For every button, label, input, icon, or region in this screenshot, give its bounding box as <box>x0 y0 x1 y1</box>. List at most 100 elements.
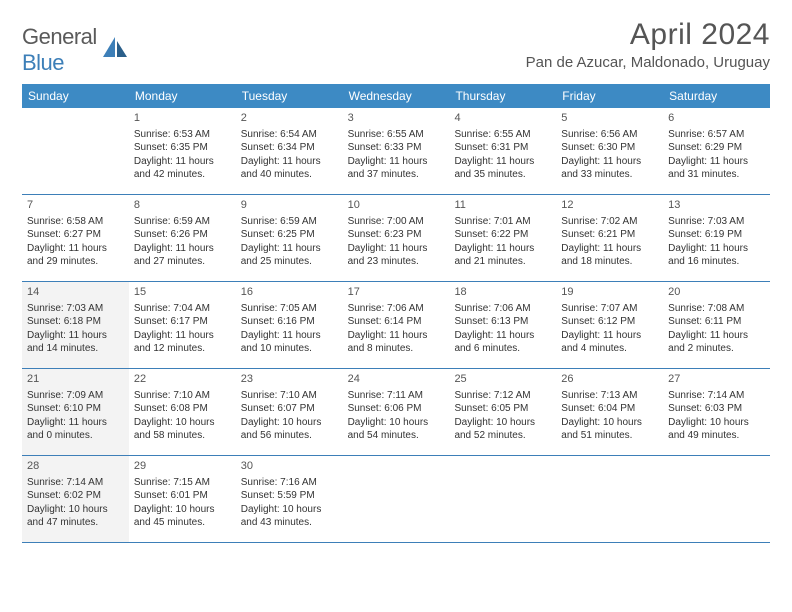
sunset-text: Sunset: 6:08 PM <box>134 402 231 416</box>
day-cell <box>556 456 663 542</box>
daylight-text: Daylight: 11 hours and 4 minutes. <box>561 329 658 356</box>
location-subtitle: Pan de Azucar, Maldonado, Uruguay <box>526 54 770 71</box>
sunset-text: Sunset: 6:31 PM <box>454 141 551 155</box>
daylight-text: Daylight: 11 hours and 42 minutes. <box>134 155 231 182</box>
daylight-text: Daylight: 11 hours and 29 minutes. <box>27 242 124 269</box>
sunrise-text: Sunrise: 7:07 AM <box>561 302 658 316</box>
day-cell: 25Sunrise: 7:12 AMSunset: 6:05 PMDayligh… <box>449 369 556 455</box>
weekday-mon: Monday <box>129 84 236 108</box>
sunset-text: Sunset: 6:29 PM <box>668 141 765 155</box>
day-cell: 12Sunrise: 7:02 AMSunset: 6:21 PMDayligh… <box>556 195 663 281</box>
day-number: 1 <box>134 111 231 126</box>
sunrise-text: Sunrise: 7:15 AM <box>134 476 231 490</box>
week-row: 28Sunrise: 7:14 AMSunset: 6:02 PMDayligh… <box>22 456 770 543</box>
sunset-text: Sunset: 6:27 PM <box>27 228 124 242</box>
day-cell: 28Sunrise: 7:14 AMSunset: 6:02 PMDayligh… <box>22 456 129 542</box>
sunrise-text: Sunrise: 7:11 AM <box>348 389 445 403</box>
day-cell: 17Sunrise: 7:06 AMSunset: 6:14 PMDayligh… <box>343 282 450 368</box>
sunset-text: Sunset: 6:03 PM <box>668 402 765 416</box>
day-number: 19 <box>561 285 658 300</box>
day-cell: 6 Sunrise: 6:57 AMSunset: 6:29 PMDaylight… <box>663 108 770 194</box>
day-cell: 8Sunrise: 6:59 AMSunset: 6:26 PMDaylight… <box>129 195 236 281</box>
daylight-text: Daylight: 11 hours and 14 minutes. <box>27 329 124 356</box>
sunrise-text: Sunrise: 7:03 AM <box>668 215 765 229</box>
daylight-text: Daylight: 10 hours and 52 minutes. <box>454 416 551 443</box>
day-number: 21 <box>27 372 124 387</box>
sunrise-text: Sunrise: 7:00 AM <box>348 215 445 229</box>
sunrise-text: Sunrise: 6:57 AM <box>668 128 765 142</box>
sunrise-text: Sunrise: 7:16 AM <box>241 476 338 490</box>
day-number: 4 <box>454 111 551 126</box>
daylight-text: Daylight: 11 hours and 31 minutes. <box>668 155 765 182</box>
day-cell: 27Sunrise: 7:14 AMSunset: 6:03 PMDayligh… <box>663 369 770 455</box>
day-number: 6 <box>668 111 765 126</box>
day-cell: 30Sunrise: 7:16 AMSunset: 5:59 PMDayligh… <box>236 456 343 542</box>
sunrise-text: Sunrise: 6:59 AM <box>241 215 338 229</box>
sunset-text: Sunset: 6:19 PM <box>668 228 765 242</box>
sunset-text: Sunset: 6:11 PM <box>668 315 765 329</box>
day-cell: 29 Sunrise: 7:15 AMSunset: 6:01 PMDayligh… <box>129 456 236 542</box>
daylight-text: Daylight: 10 hours and 45 minutes. <box>134 503 231 530</box>
sunset-text: Sunset: 6:01 PM <box>134 489 231 503</box>
daylight-text: Daylight: 11 hours and 37 minutes. <box>348 155 445 182</box>
sunset-text: Sunset: 6:35 PM <box>134 141 231 155</box>
sunrise-text: Sunrise: 7:06 AM <box>454 302 551 316</box>
sunrise-text: Sunrise: 6:55 AM <box>348 128 445 142</box>
day-number: 15 <box>134 285 231 300</box>
day-number: 27 <box>668 372 765 387</box>
sunset-text: Sunset: 6:21 PM <box>561 228 658 242</box>
sunset-text: Sunset: 6:22 PM <box>454 228 551 242</box>
day-cell <box>343 456 450 542</box>
day-cell <box>22 108 129 194</box>
week-row: 14Sunrise: 7:03 AMSunset: 6:18 PMDayligh… <box>22 282 770 369</box>
sunrise-text: Sunrise: 7:08 AM <box>668 302 765 316</box>
day-cell: 4Sunrise: 6:55 AMSunset: 6:31 PMDaylight… <box>449 108 556 194</box>
sunrise-text: Sunrise: 6:59 AM <box>134 215 231 229</box>
daylight-text: Daylight: 11 hours and 16 minutes. <box>668 242 765 269</box>
sunrise-text: Sunrise: 7:12 AM <box>454 389 551 403</box>
day-number: 17 <box>348 285 445 300</box>
sunrise-text: Sunrise: 7:06 AM <box>348 302 445 316</box>
day-cell: 3Sunrise: 6:55 AMSunset: 6:33 PMDaylight… <box>343 108 450 194</box>
daylight-text: Daylight: 11 hours and 10 minutes. <box>241 329 338 356</box>
logo-text: General Blue <box>22 24 97 76</box>
day-cell: 9Sunrise: 6:59 AMSunset: 6:25 PMDaylight… <box>236 195 343 281</box>
weekday-sat: Saturday <box>663 84 770 108</box>
day-cell: 7Sunrise: 6:58 AMSunset: 6:27 PMDaylight… <box>22 195 129 281</box>
day-number: 28 <box>27 459 124 474</box>
sunset-text: Sunset: 5:59 PM <box>241 489 338 503</box>
day-number: 29 <box>134 459 231 474</box>
logo-word-2: Blue <box>22 50 64 75</box>
daylight-text: Daylight: 11 hours and 27 minutes. <box>134 242 231 269</box>
sunrise-text: Sunrise: 7:02 AM <box>561 215 658 229</box>
sail-icon <box>101 35 131 66</box>
day-number: 14 <box>27 285 124 300</box>
day-number: 7 <box>27 198 124 213</box>
daylight-text: Daylight: 11 hours and 35 minutes. <box>454 155 551 182</box>
daylight-text: Daylight: 11 hours and 6 minutes. <box>454 329 551 356</box>
daylight-text: Daylight: 10 hours and 49 minutes. <box>668 416 765 443</box>
day-cell: 11Sunrise: 7:01 AMSunset: 6:22 PMDayligh… <box>449 195 556 281</box>
sunset-text: Sunset: 6:10 PM <box>27 402 124 416</box>
day-cell: 16Sunrise: 7:05 AMSunset: 6:16 PMDayligh… <box>236 282 343 368</box>
sunrise-text: Sunrise: 7:01 AM <box>454 215 551 229</box>
sunset-text: Sunset: 6:25 PM <box>241 228 338 242</box>
day-number: 24 <box>348 372 445 387</box>
logo: General Blue <box>22 18 131 76</box>
day-cell <box>663 456 770 542</box>
weekday-tue: Tuesday <box>236 84 343 108</box>
sunset-text: Sunset: 6:05 PM <box>454 402 551 416</box>
sunrise-text: Sunrise: 6:56 AM <box>561 128 658 142</box>
weekday-fri: Friday <box>556 84 663 108</box>
day-number: 11 <box>454 198 551 213</box>
daylight-text: Daylight: 10 hours and 54 minutes. <box>348 416 445 443</box>
daylight-text: Daylight: 11 hours and 12 minutes. <box>134 329 231 356</box>
month-title: April 2024 <box>526 18 770 52</box>
sunrise-text: Sunrise: 7:14 AM <box>27 476 124 490</box>
day-number: 10 <box>348 198 445 213</box>
day-number: 5 <box>561 111 658 126</box>
daylight-text: Daylight: 11 hours and 33 minutes. <box>561 155 658 182</box>
day-cell: 22Sunrise: 7:10 AMSunset: 6:08 PMDayligh… <box>129 369 236 455</box>
calendar: Sunday Monday Tuesday Wednesday Thursday… <box>22 84 770 543</box>
day-cell: 13Sunrise: 7:03 AMSunset: 6:19 PMDayligh… <box>663 195 770 281</box>
